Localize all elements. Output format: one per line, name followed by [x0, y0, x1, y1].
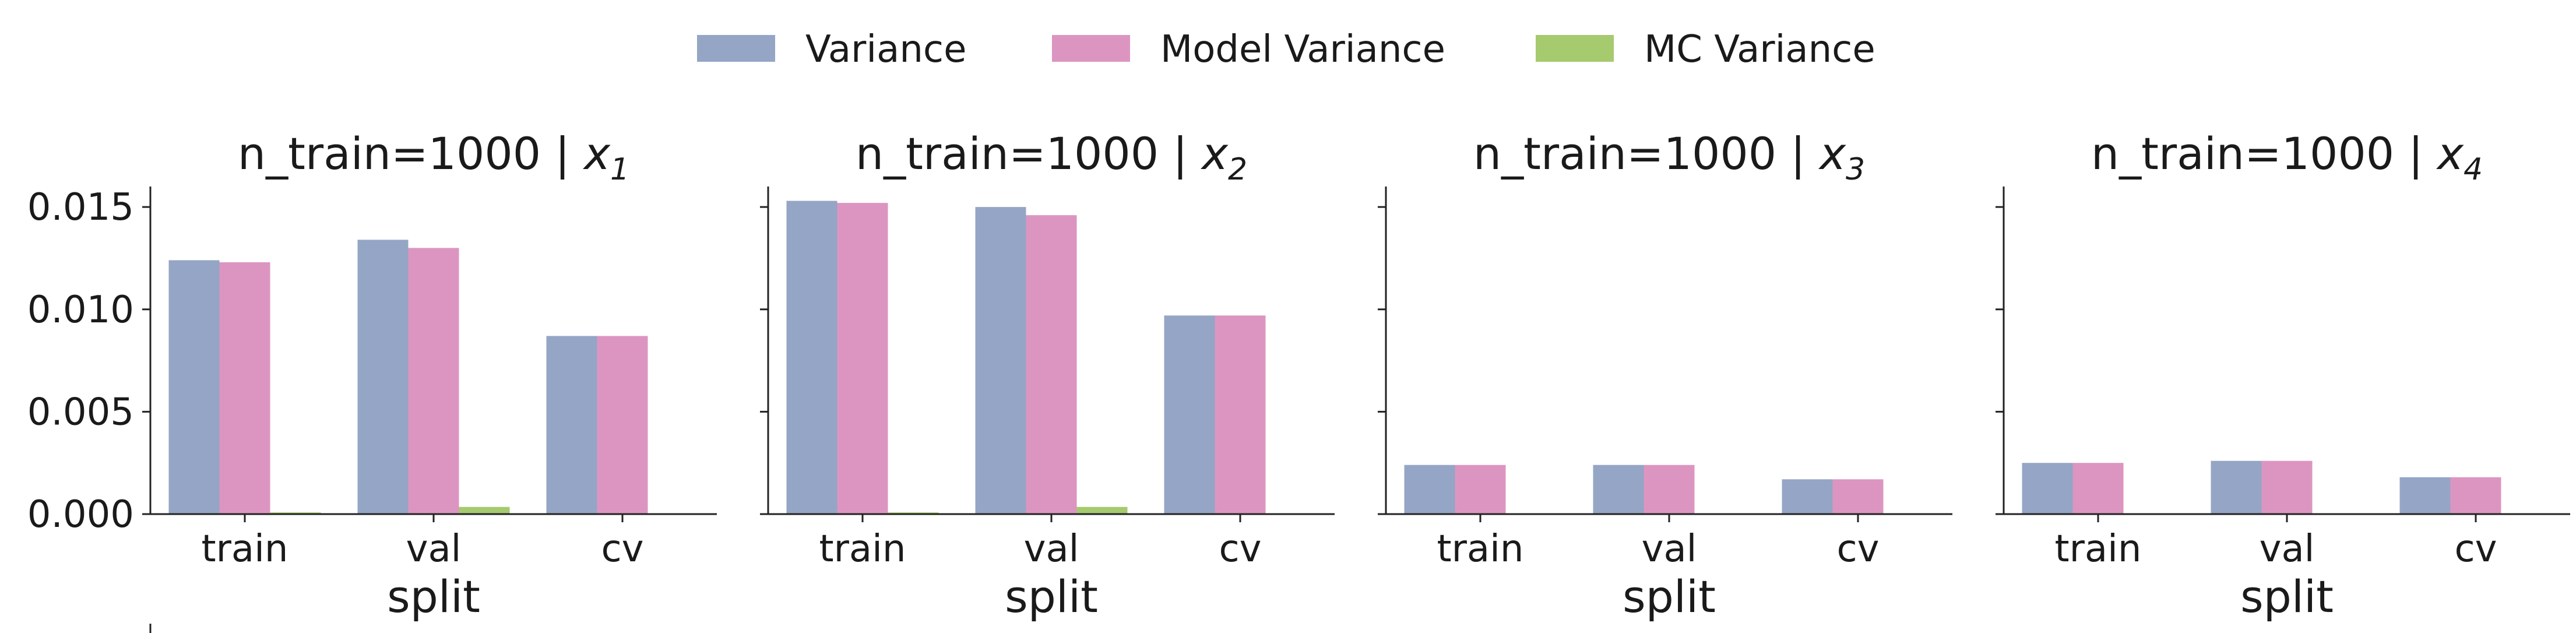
panel-title-prefix: n_train=1000 |: [2091, 128, 2437, 180]
bar-model-variance-cv: [1833, 479, 1884, 514]
legend-label-3: MC Variance: [1644, 28, 1875, 71]
y-tick-label: 0.015: [27, 186, 134, 229]
bar-model-variance-val: [409, 248, 459, 514]
panel-title-prefix: n_train=1000 |: [1473, 128, 1820, 180]
legend-label-2: Model Variance: [1160, 28, 1445, 71]
panel-title-subscript: 3: [1846, 152, 1865, 187]
legend-swatch-3: [1536, 35, 1614, 62]
bar-variance-train: [2022, 463, 2073, 514]
x-axis-label: split: [387, 571, 480, 623]
bar-variance-val: [2211, 461, 2262, 514]
panel-title-subscript: 4: [2464, 152, 2483, 187]
panel-title-subscript: 2: [1228, 152, 1247, 187]
y-tick-label: 0.005: [27, 391, 134, 434]
bar-mc-variance-val: [1077, 507, 1128, 514]
x-tick-label-train: train: [2055, 528, 2142, 571]
legend-label-1: Variance: [805, 28, 966, 71]
panel-title: n_train=1000 | x3: [1473, 128, 1865, 187]
x-tick-label-train: train: [1437, 528, 1524, 571]
x-tick-label-train: train: [202, 528, 288, 571]
bar-model-variance-train: [220, 262, 270, 514]
panel-title-variable: x: [1201, 128, 1229, 180]
bar-model-variance-val: [1026, 215, 1077, 514]
panel-title-prefix: n_train=1000 |: [238, 128, 584, 180]
y-tick-label: 0.000: [27, 493, 134, 536]
x-axis-label: split: [1005, 571, 1098, 623]
x-tick-label-val: val: [406, 528, 462, 571]
x-tick-label-cv: cv: [1836, 528, 1879, 571]
x-axis-label: split: [2240, 571, 2334, 623]
panel-title: n_train=1000 | x1: [238, 128, 629, 187]
bar-variance-cv: [547, 336, 597, 514]
panel-1: n_train=1000 | x1 0.000 0.005 0.010 0.015 tra…: [27, 128, 717, 623]
panel-title-variable: x: [2436, 128, 2464, 180]
bar-model-variance-cv: [2451, 477, 2501, 514]
x-tick-label-cv: cv: [2454, 528, 2497, 571]
x-tick-label-cv: cv: [601, 528, 643, 571]
bar-model-variance-train: [837, 203, 888, 514]
bar-variance-val: [358, 240, 409, 514]
bar-mc-variance-val: [459, 507, 510, 514]
panel-3: n_train=1000 | x3 train val cv split: [1378, 128, 1952, 623]
panel-4: n_train=1000 | x4 train val cv split: [1996, 128, 2570, 623]
legend-swatch-1: [697, 35, 775, 62]
x-axis-label: split: [1623, 571, 1716, 623]
bar-model-variance-train: [2073, 463, 2124, 514]
bar-model-variance-train: [1455, 465, 1506, 514]
bar-variance-cv: [2400, 477, 2451, 514]
x-tick-label-val: val: [2260, 528, 2315, 571]
x-tick-label-train: train: [819, 528, 906, 571]
bar-variance-cv: [1164, 315, 1215, 514]
bar-model-variance-cv: [597, 336, 648, 514]
legend: Variance Model Variance MC Variance: [697, 28, 1875, 71]
bar-variance-train: [169, 260, 220, 514]
panel-2: n_train=1000 | x2 train val cv split: [760, 128, 1335, 623]
bar-model-variance-val: [2262, 461, 2313, 514]
x-tick-label-cv: cv: [1219, 528, 1261, 571]
x-tick-label-val: val: [1642, 528, 1697, 571]
panel-title-subscript: 1: [610, 152, 629, 187]
panel-title: n_train=1000 | x4: [2091, 128, 2483, 187]
panel-title-variable: x: [583, 128, 611, 180]
bar-variance-train: [1405, 465, 1455, 514]
bar-variance-cv: [1782, 479, 1833, 514]
bar-variance-train: [787, 201, 837, 514]
y-tick-label: 0.010: [27, 289, 134, 332]
panel-title-variable: x: [1818, 128, 1846, 180]
bar-model-variance-cv: [1215, 315, 1266, 514]
panels: n_train=1000 | x10.0000.0050.0100.015tra…: [27, 128, 2570, 633]
bar-variance-val: [1593, 465, 1644, 514]
bar-model-variance-val: [1644, 465, 1695, 514]
panel-title: n_train=1000 | x2: [856, 128, 1247, 187]
panel-title-prefix: n_train=1000 |: [856, 128, 1202, 180]
x-tick-label-val: val: [1024, 528, 1079, 571]
bar-variance-val: [976, 207, 1026, 514]
legend-swatch-2: [1052, 35, 1130, 62]
